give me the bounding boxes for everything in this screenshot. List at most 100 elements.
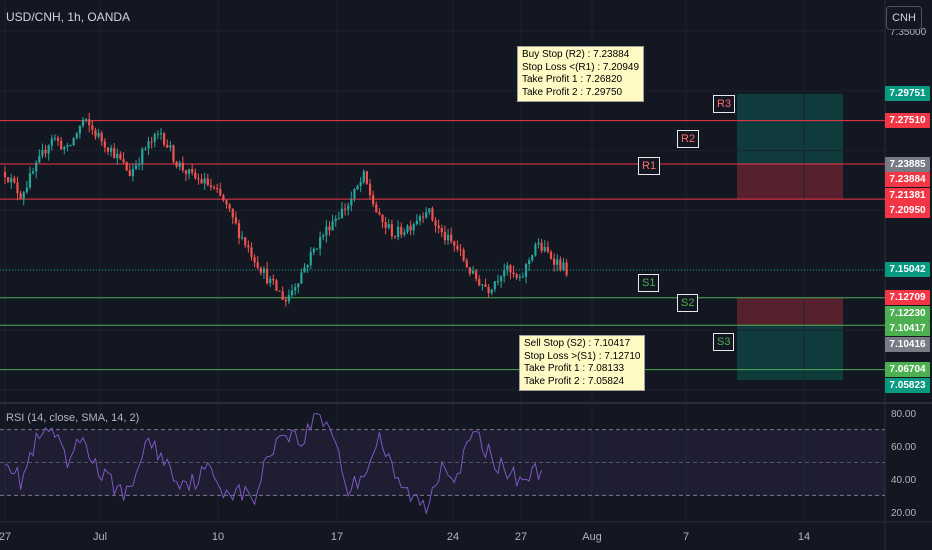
candle-body <box>134 165 138 169</box>
candle-body <box>540 242 543 251</box>
candle-body <box>197 178 200 180</box>
candle-body <box>537 242 540 245</box>
candle-body <box>60 140 63 150</box>
level-label-s3[interactable]: S3 <box>713 333 735 351</box>
candle-body <box>97 132 100 137</box>
candle-body <box>69 145 72 147</box>
candle-body <box>94 129 97 137</box>
candle-body <box>322 235 325 237</box>
candle-body <box>72 138 75 146</box>
candle-body <box>334 218 337 222</box>
candle-body <box>231 208 234 218</box>
rsi-tick-label: 80.00 <box>891 409 916 420</box>
candle-body <box>262 268 266 273</box>
candle-body <box>315 248 319 250</box>
candle-body <box>462 250 465 261</box>
price-axis-label: 7.12709 <box>885 290 930 306</box>
candle-body <box>78 125 81 134</box>
candle-body <box>499 276 503 281</box>
candle-body <box>446 234 450 241</box>
price-tick-label: 7.35000 <box>890 27 927 38</box>
level-label-r3[interactable]: R3 <box>713 95 736 113</box>
candle-body <box>38 155 41 163</box>
sell-loss-zone <box>737 297 843 326</box>
candle-body <box>294 287 297 291</box>
candle-body <box>300 272 303 284</box>
candle-body <box>559 259 562 270</box>
candle-body <box>3 172 7 178</box>
candle-body <box>556 259 559 265</box>
candle-body <box>400 226 403 235</box>
sell-setup-note[interactable]: Sell Stop (S2) : 7.10417 Stop Loss >(S1)… <box>519 335 646 391</box>
candle-body <box>546 246 549 252</box>
level-label-r1[interactable]: R1 <box>638 157 661 175</box>
candle-body <box>356 185 359 190</box>
buy-setup-note[interactable]: Buy Stop (R2) : 7.23884 Stop Loss <(R1) … <box>517 46 645 102</box>
level-label-s2[interactable]: S2 <box>677 294 699 312</box>
candle-body <box>278 290 281 292</box>
candle-body <box>275 280 278 291</box>
candle-body <box>184 170 188 174</box>
candle-body <box>453 241 456 246</box>
sell-profit-zone <box>737 325 843 381</box>
rsi-indicator-title[interactable]: RSI (14, close, SMA, 14, 2) <box>6 412 140 424</box>
candle-body <box>41 149 44 156</box>
candle-body <box>181 162 184 171</box>
buy-note-line: Stop Loss <(R1) : 7.20949 <box>522 61 640 73</box>
candle-body <box>353 189 356 199</box>
level-label-r2[interactable]: R2 <box>677 130 700 148</box>
candle-body <box>216 187 219 190</box>
symbol-title[interactable]: USD/CNH, 1h, OANDA <box>6 10 131 24</box>
candle-body <box>487 286 490 294</box>
candle-body <box>172 145 175 162</box>
candle-body <box>253 257 256 263</box>
time-tick-label: 14 <box>798 531 810 543</box>
candle-body <box>22 192 25 200</box>
candle-body <box>100 132 103 142</box>
sell-note-line: Sell Stop (S2) : 7.10417 <box>524 338 631 349</box>
candle-body <box>468 267 471 274</box>
price-axis-label: 7.21381 <box>885 187 930 203</box>
candle-body <box>450 234 453 242</box>
candle-body <box>528 260 531 265</box>
candle-body <box>475 270 478 279</box>
candle-body <box>512 272 515 275</box>
candle-body <box>443 232 447 241</box>
time-tick-label: 24 <box>447 531 459 543</box>
candle-body <box>103 141 106 148</box>
candle-body <box>412 224 415 231</box>
candle-body <box>194 172 197 179</box>
candle-body <box>506 265 509 271</box>
candle-body <box>234 217 237 224</box>
candle-body <box>515 274 518 278</box>
price-axis-label: 7.06704 <box>885 362 930 378</box>
price-axis-label: 7.10417 <box>885 321 930 337</box>
candle-body <box>225 200 228 205</box>
candle-body <box>409 225 412 231</box>
candle-body <box>406 225 409 233</box>
candle-body <box>259 268 262 273</box>
candle-body <box>375 204 378 213</box>
candle-body <box>319 236 322 249</box>
candle-body <box>493 281 496 290</box>
candle-body <box>116 153 119 159</box>
candle-body <box>187 169 191 174</box>
candle-body <box>456 245 459 250</box>
candle-body <box>125 162 128 171</box>
price-axis-label: 7.29751 <box>885 86 930 102</box>
candle-body <box>365 171 369 184</box>
candle-body <box>106 147 110 152</box>
buy-note-line: Buy Stop (R2) : 7.23884 <box>522 49 630 60</box>
candle-body <box>325 226 328 236</box>
candle-body <box>362 171 365 182</box>
candle-body <box>81 119 85 126</box>
candle-body <box>337 218 340 220</box>
currency-button[interactable]: CNH <box>886 6 922 30</box>
candle-body <box>141 148 144 165</box>
level-label-s1[interactable]: S1 <box>638 274 660 292</box>
candle-body <box>53 137 57 139</box>
candle-body <box>481 284 484 286</box>
candle-body <box>490 289 493 294</box>
candle-body <box>128 170 131 177</box>
